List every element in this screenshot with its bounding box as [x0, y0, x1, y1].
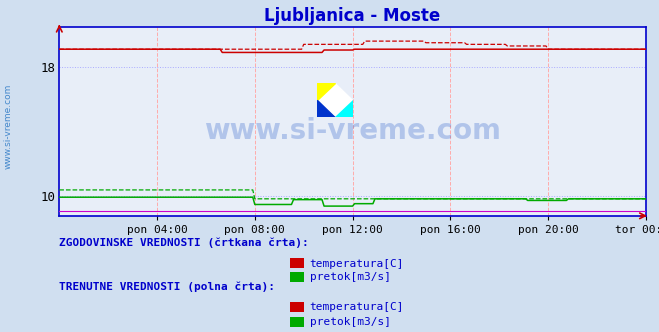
Text: www.si-vreme.com: www.si-vreme.com [3, 83, 13, 169]
Text: TRENUTNE VREDNOSTI (polna črta):: TRENUTNE VREDNOSTI (polna črta): [59, 282, 275, 292]
Title: Ljubljanica - Moste: Ljubljanica - Moste [264, 7, 441, 25]
Text: pretok[m3/s]: pretok[m3/s] [310, 317, 391, 327]
Text: temperatura[C]: temperatura[C] [310, 302, 404, 312]
Text: pretok[m3/s]: pretok[m3/s] [310, 272, 391, 282]
Text: www.si-vreme.com: www.si-vreme.com [204, 117, 501, 145]
Text: temperatura[C]: temperatura[C] [310, 259, 404, 269]
Text: ZGODOVINSKE VREDNOSTI (črtkana črta):: ZGODOVINSKE VREDNOSTI (črtkana črta): [59, 237, 309, 248]
